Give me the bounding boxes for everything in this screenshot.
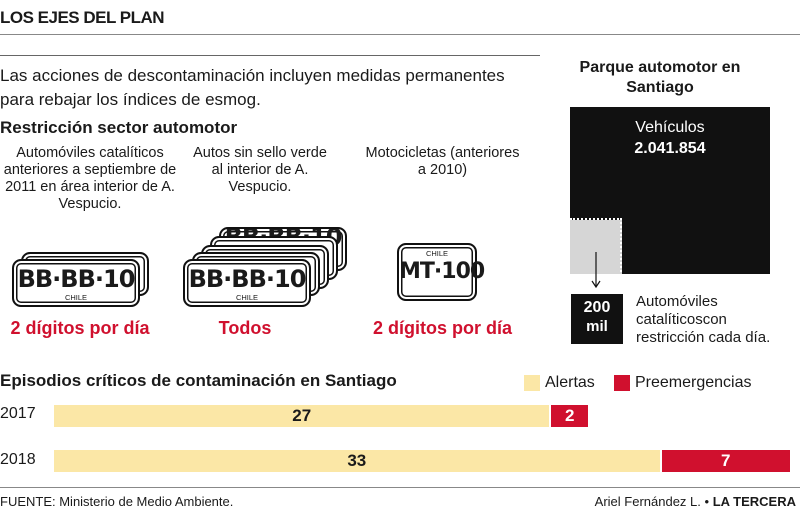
group-3-description: Motocicletas (anteriores a 2010) — [365, 145, 520, 178]
bar-value-label: 7 — [721, 451, 731, 470]
intro-text: Las acciones de descontaminación incluye… — [0, 66, 505, 109]
author-name: Ariel Fernández L. — [594, 494, 701, 509]
plate-text: MT·100 — [399, 259, 485, 284]
separator: • — [704, 494, 710, 509]
group-3-rule: 2 dígitos por día — [372, 318, 512, 338]
restricted-description: Automóviles catalíticoscon restricción c… — [636, 293, 771, 346]
category-label-2018: 2018 — [0, 451, 36, 468]
chart-area: 27 2 33 7 — [54, 0, 794, 513]
restricted-outline — [570, 218, 622, 272]
group-2-description: Autos sin sello verde al interior de A. … — [193, 145, 327, 195]
license-plate-group-3: CHILE MT·100 — [397, 243, 485, 301]
publication-name: LA TERCERA — [712, 494, 796, 509]
footer-divider — [0, 487, 800, 488]
restricted-number: 200 — [583, 299, 611, 316]
group-2-rule: Todos — [218, 318, 272, 338]
license-plate-group-2: BB·BB·10 CHILE — [183, 259, 311, 307]
legend-swatch-alertas — [524, 375, 540, 391]
legend-swatch-preemergencias — [614, 375, 630, 391]
header-divider — [0, 34, 800, 35]
restricted-box — [571, 294, 623, 344]
credits: Ariel Fernández L. • LA TERCERA — [595, 494, 796, 509]
fleet-title: Parque automotor en Santiago — [579, 59, 741, 96]
intro-divider — [0, 55, 540, 56]
page-title: LOS EJES DEL PLAN — [0, 8, 165, 27]
vehicles-label: Vehículos — [635, 119, 705, 136]
down-arrow-icon — [591, 252, 601, 289]
bar-2017-preemergencias: 2 — [551, 405, 589, 427]
plate-country: CHILE — [425, 249, 449, 258]
chart-title: Episodios críticos de contaminación en S… — [0, 371, 397, 390]
license-plate-group-1: BB·BB·10 CHILE — [12, 259, 140, 307]
restriction-title: Restricción sector automotor — [0, 118, 238, 137]
bar-value-label: 27 — [292, 406, 312, 425]
plate-country: CHILE — [64, 293, 88, 302]
category-label-2017: 2017 — [0, 405, 36, 422]
source-text: FUENTE: Ministerio de Medio Ambiente. — [0, 494, 234, 509]
bar-2018-preemergencias: 7 — [661, 450, 790, 472]
bar-value-label: 33 — [347, 451, 367, 470]
bar-2017-alertas: 27 — [54, 405, 550, 427]
plate-text: BB·BB·10 — [188, 265, 307, 293]
plate-text: BB·BB·10 — [17, 265, 136, 293]
vehicles-value: 2.041.854 — [634, 140, 706, 157]
bar-value-label: 2 — [565, 406, 575, 425]
plate-country: CHILE — [235, 293, 259, 302]
group-1-rule: 2 dígitos por día — [10, 318, 150, 338]
restricted-unit: mil — [586, 318, 608, 335]
bar-2018-alertas: 33 — [54, 450, 660, 472]
legend-label-preemergencias: Preemergencias — [635, 374, 752, 391]
legend-label-alertas: Alertas — [545, 374, 595, 391]
group-1-description: Automóviles catalíticos anteriores a sep… — [3, 145, 177, 212]
